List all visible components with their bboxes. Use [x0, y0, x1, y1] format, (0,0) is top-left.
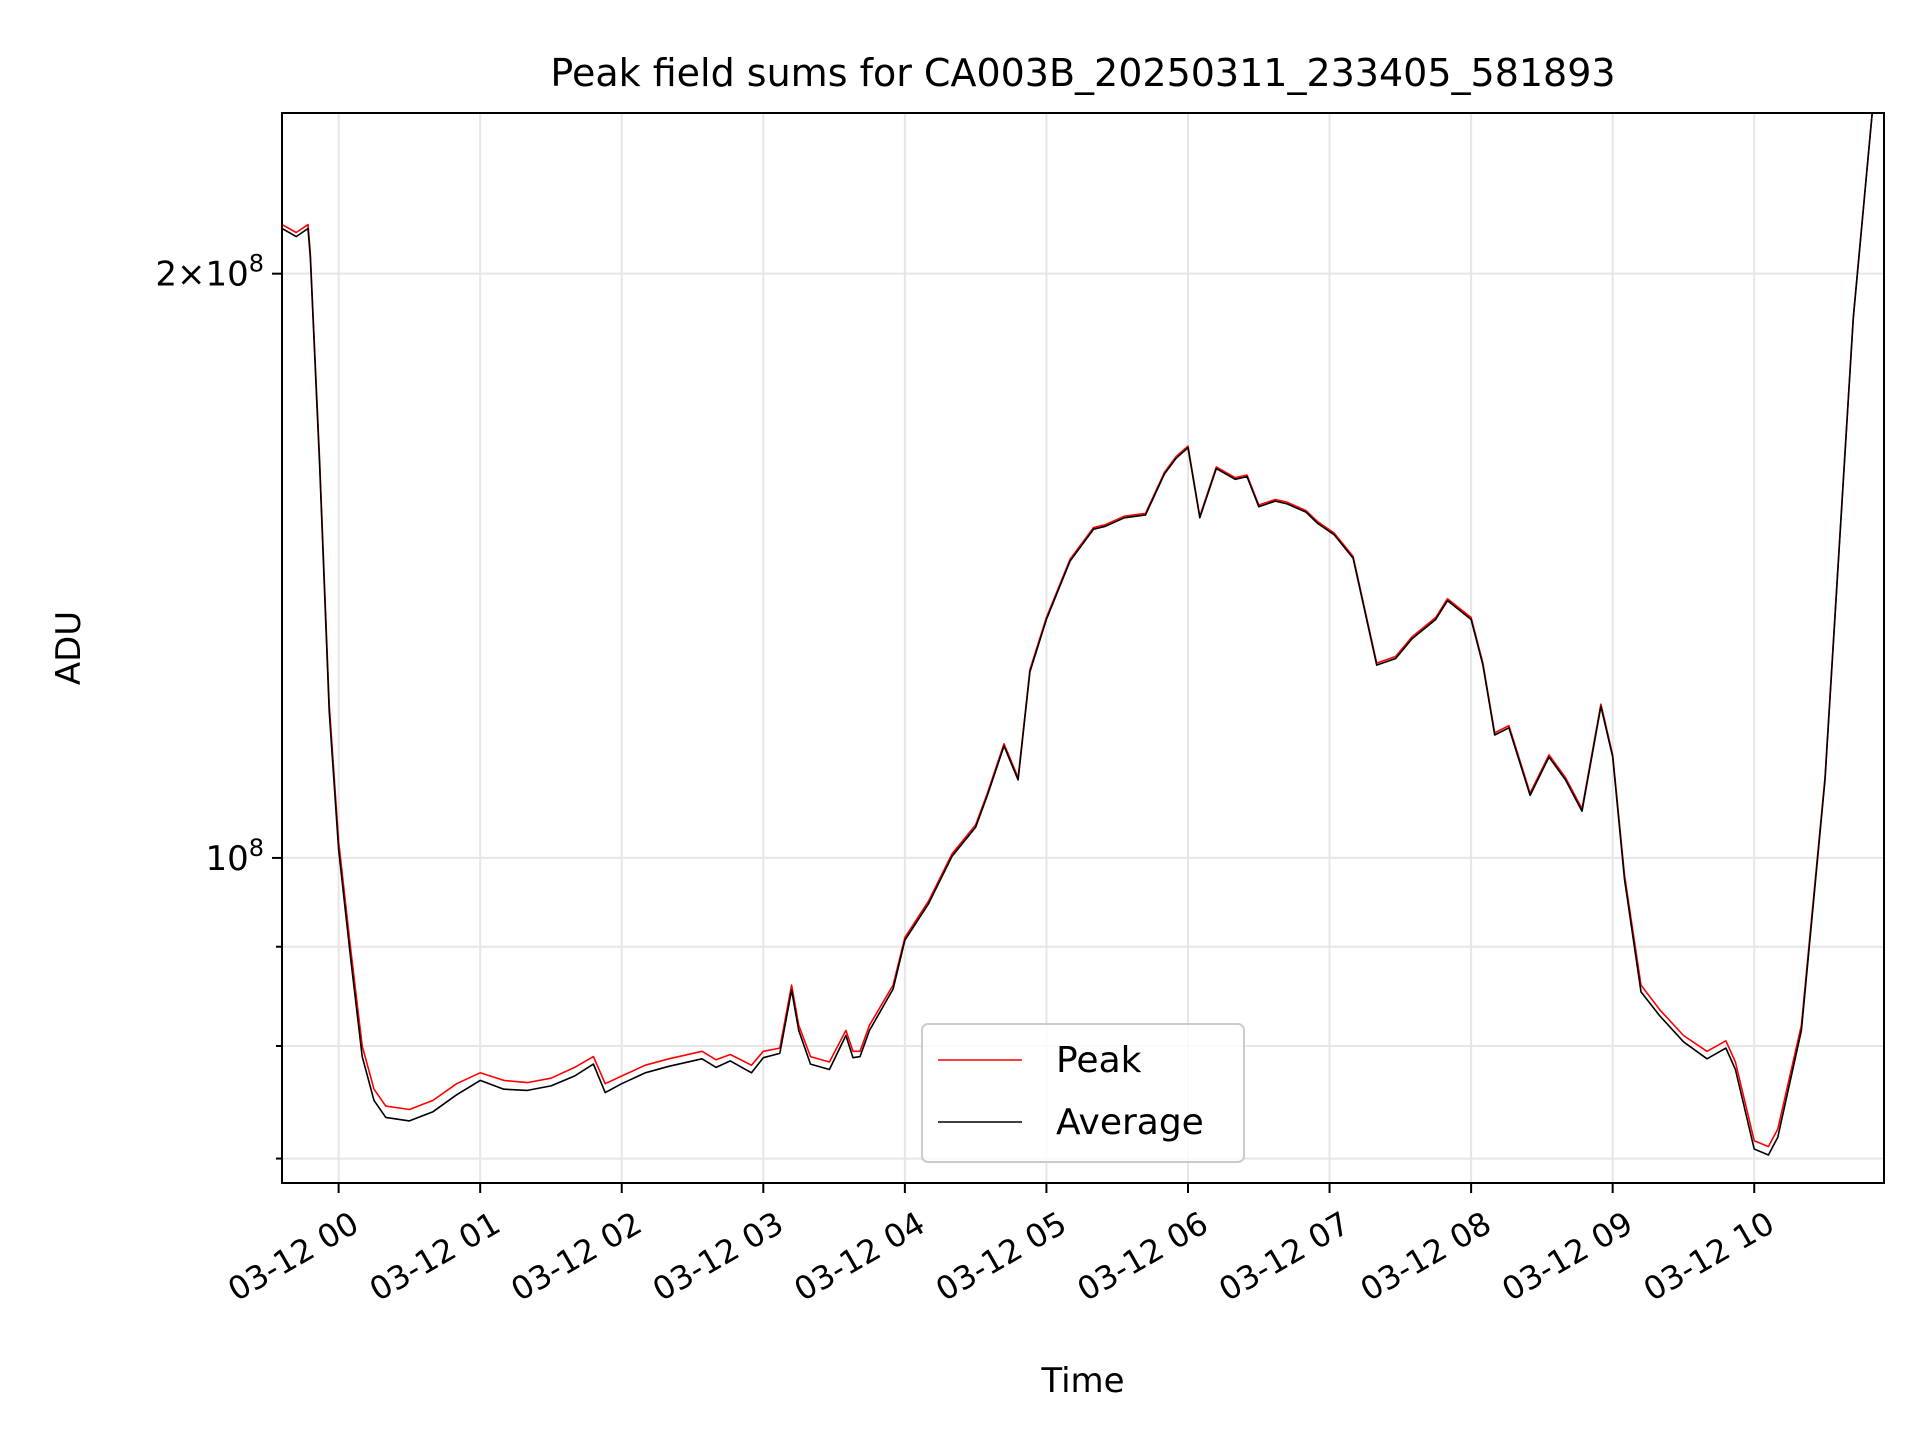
legend-label-average: Average [1056, 1102, 1204, 1143]
y-axis-label: ADU [49, 611, 89, 685]
chart-title: Peak field sums for CA003B_20250311_2334… [550, 51, 1615, 95]
series-layer [282, 113, 1873, 1156]
legend-box [921, 1023, 1245, 1163]
y-axis: 108 2×108 [155, 250, 282, 1160]
series-line-average [282, 113, 1873, 1156]
x-axis-label: Time [1040, 1361, 1124, 1401]
y-tick-label: 2×108 [155, 250, 264, 295]
legend-label-peak: Peak [1056, 1040, 1142, 1081]
y-tick-label: 108 [205, 834, 264, 879]
legend: Peak Average [921, 1023, 1245, 1163]
plot-frame [281, 112, 1885, 1184]
